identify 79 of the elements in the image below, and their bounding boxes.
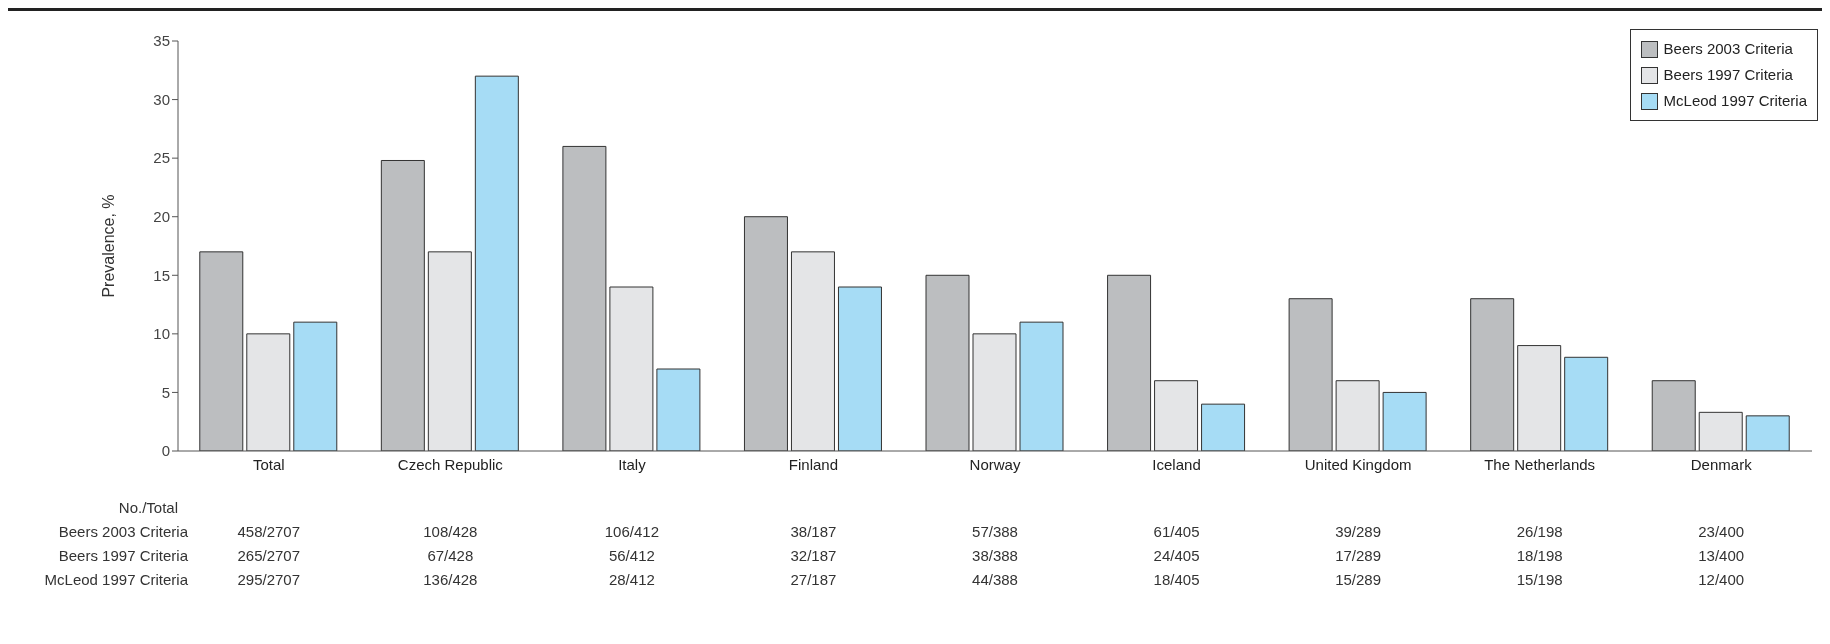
y-tick-label: 35: [153, 32, 170, 50]
data-label: 57/388: [971, 523, 1019, 540]
bar: [1382, 391, 1427, 451]
y-tick-label: 10: [153, 325, 170, 343]
bar: [837, 286, 882, 451]
x-tick-label: Italy: [618, 455, 647, 473]
bar: [1154, 380, 1199, 451]
bar: [293, 321, 338, 451]
bar: [1019, 321, 1064, 451]
data-label: 38/187: [789, 523, 838, 540]
bar: [790, 251, 835, 451]
data-label: 18/405: [1152, 571, 1201, 588]
bar: [1470, 298, 1515, 451]
data-label: 15/289: [1334, 571, 1383, 588]
data-label: 136/428: [422, 571, 479, 588]
bar: [1288, 298, 1333, 451]
data-label: 32/187: [789, 547, 838, 564]
data-label: 23/400: [1697, 523, 1746, 540]
y-tick-label: 15: [153, 266, 170, 284]
bar: [1201, 403, 1246, 451]
bar: [609, 286, 654, 451]
bar: [427, 251, 472, 451]
y-tick-label: 20: [153, 208, 170, 226]
bar: [1651, 380, 1696, 451]
data-label: 106/412: [603, 523, 660, 540]
data-label: 17/289: [1334, 547, 1383, 564]
data-label: 24/405: [1152, 547, 1201, 564]
x-tick-label: Finland: [788, 455, 839, 473]
data-label: 26/198: [1515, 523, 1564, 540]
y-tick-label: 25: [153, 149, 170, 167]
data-label: 28/412: [607, 571, 656, 588]
x-tick-label: Total: [252, 455, 285, 473]
bar: [474, 75, 519, 451]
x-tick-label: The Netherlands: [1484, 455, 1596, 473]
bar: [1698, 411, 1743, 451]
data-label: 15/198: [1515, 571, 1564, 588]
text: McLeod 1997 Criteria: [44, 571, 188, 588]
bar: [246, 333, 291, 451]
bar: [1564, 356, 1609, 451]
legend-label: McLeod 1997 Criteria: [1663, 91, 1807, 111]
bar: [562, 145, 607, 451]
bar: [972, 333, 1017, 451]
legend-label: Beers 2003 Criteria: [1663, 39, 1793, 59]
bar: [743, 216, 788, 451]
data-label: 12/400: [1697, 571, 1746, 588]
bar: [380, 159, 425, 451]
data-label: 39/289: [1334, 523, 1383, 540]
bar: [656, 368, 701, 451]
data-label: 458/2707: [237, 523, 301, 540]
data-label: 61/405: [1152, 523, 1201, 540]
y-tick-label: 30: [153, 90, 170, 108]
text: Beers 1997 Criteria: [58, 547, 188, 564]
x-tick-label: United Kingdom: [1304, 455, 1412, 473]
text: No./Total: [117, 499, 178, 516]
bar: [925, 274, 970, 451]
bar: [1517, 345, 1562, 451]
text: Beers 2003 Criteria: [58, 523, 188, 540]
x-tick-label: Iceland: [1152, 455, 1201, 473]
x-tick-label: Czech Republic: [397, 455, 504, 473]
y-tick-label: 5: [161, 383, 170, 401]
bar: [199, 251, 244, 451]
x-tick-label: Denmark: [1690, 455, 1753, 473]
data-label: 27/187: [789, 571, 838, 588]
data-label: 18/198: [1515, 547, 1564, 564]
data-label: 295/2707: [237, 571, 301, 588]
data-label: 13/400: [1697, 547, 1746, 564]
data-label: 56/412: [607, 547, 656, 564]
data-label: 67/428: [426, 547, 475, 564]
y-tick-label: 0: [161, 442, 170, 460]
y-axis-title: Prevalence, %: [99, 194, 117, 298]
data-label: 108/428: [422, 523, 479, 540]
data-label: 44/388: [971, 571, 1019, 588]
bar: [1335, 380, 1380, 451]
bar: [1107, 274, 1152, 451]
x-tick-label: Norway: [969, 455, 1021, 473]
legend-label: Beers 1997 Criteria: [1663, 65, 1793, 85]
data-label: 265/2707: [237, 547, 301, 564]
data-label: 38/388: [971, 547, 1019, 564]
bar: [1745, 415, 1790, 451]
